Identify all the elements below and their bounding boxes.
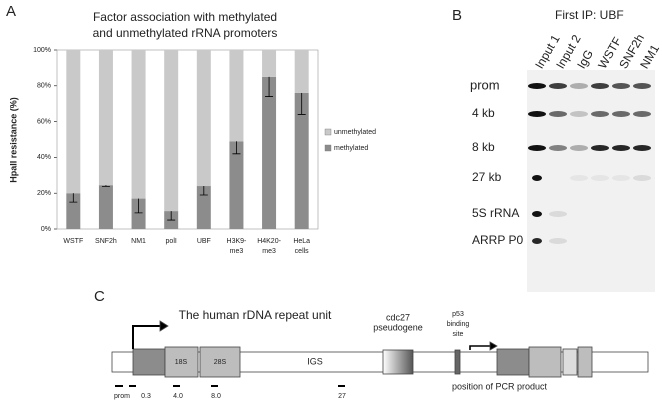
bar-segment <box>131 198 146 229</box>
feature-label: p53 <box>452 311 464 318</box>
blot-band <box>633 111 651 117</box>
rdna-diagram <box>111 320 649 387</box>
blot-band <box>612 111 630 117</box>
blot-background <box>527 70 655 292</box>
bar-segment <box>294 92 309 230</box>
plot-frame <box>56 49 319 230</box>
y-tick-label: 60% <box>37 118 51 125</box>
x-tick-label: polI <box>166 238 177 245</box>
row-label: 5S rRNA <box>472 206 519 220</box>
legend-label: unmethylated <box>334 129 376 136</box>
y-tick-label: 40% <box>37 154 51 161</box>
blot-band <box>633 175 651 181</box>
x-tick-label: SNF2h <box>95 238 117 245</box>
y-tick-label: 20% <box>37 190 51 197</box>
blot-band <box>591 145 609 151</box>
bar-segment <box>196 50 211 187</box>
pcr-label: 8.0 <box>211 393 221 400</box>
y-tick-label: 80% <box>37 83 51 90</box>
bar-segment <box>262 76 277 229</box>
feature-label: pseudogene <box>373 322 423 332</box>
x-tick-label: NM1 <box>131 238 146 245</box>
blot-band <box>612 175 630 181</box>
x-tick-label: UBF <box>197 238 211 245</box>
bar-segment <box>98 50 113 186</box>
blot-band <box>633 83 651 89</box>
legend-label: methylated <box>334 145 368 152</box>
bar-segment <box>164 50 179 212</box>
y-tick-label: 0% <box>41 226 51 233</box>
bar-segment <box>294 50 309 93</box>
y-axis-label: HpaII resistance (%) <box>8 97 18 183</box>
bar-segment <box>196 186 211 229</box>
legend-swatch <box>324 144 332 152</box>
x-tick-label: me3 <box>230 248 244 255</box>
chart-title: Factor association with methylated <box>93 10 277 24</box>
feature-label: binding <box>447 321 470 328</box>
blot-band <box>570 145 588 151</box>
row-label: 8 kb <box>472 140 495 154</box>
bar-segment <box>131 50 146 199</box>
x-tick-label: me3 <box>262 248 276 255</box>
blot-band <box>549 83 567 89</box>
blot-title: First IP: UBF <box>555 8 624 22</box>
bar-segment <box>262 50 277 77</box>
feature-label: site <box>453 331 464 338</box>
blot-band <box>570 83 588 89</box>
pcr-label: 0.3 <box>141 393 151 400</box>
row-label: 4 kb <box>472 106 495 120</box>
blot-band <box>612 83 630 89</box>
blot-band <box>591 83 609 89</box>
x-tick-label: H4K20- <box>257 238 281 245</box>
region-label: 28S <box>214 359 227 366</box>
blot-band <box>549 145 567 151</box>
blot-band <box>532 211 542 217</box>
lane-label: IgG <box>574 47 596 71</box>
x-tick-label: cells <box>295 248 310 255</box>
blot-band <box>570 111 588 117</box>
panel-label: B <box>452 7 462 24</box>
bar-segment <box>66 50 81 194</box>
row-label: ARRP P0 <box>472 233 523 247</box>
blot-band <box>591 111 609 117</box>
chart-title: and unmethylated rRNA promoters <box>93 26 278 40</box>
region-label: IGS <box>307 356 323 366</box>
panel-label: C <box>94 288 105 305</box>
blot-band <box>549 111 567 117</box>
x-tick-label: H3K9- <box>227 238 248 245</box>
panel-label: A <box>6 3 16 20</box>
blot-band <box>532 238 542 244</box>
blot-band <box>633 145 651 151</box>
blot-band <box>528 111 546 117</box>
pcr-label: 27 <box>338 393 346 400</box>
pcr-label: 4.0 <box>173 393 183 400</box>
pcr-label: prom <box>114 393 130 400</box>
x-tick-label: HeLa <box>293 238 310 245</box>
row-label: 27 kb <box>472 170 502 184</box>
blot-band <box>591 175 609 181</box>
legend-swatch <box>324 128 332 136</box>
region-label: 18S <box>175 359 188 366</box>
bar-segment <box>229 141 244 229</box>
pcr-legend: position of PCR product <box>452 381 548 391</box>
blot-band <box>570 175 588 181</box>
y-tick-label: 100% <box>33 47 51 54</box>
bar-segment <box>98 185 113 229</box>
row-label: prom <box>470 77 500 92</box>
blot-band <box>549 211 567 217</box>
blot-band <box>528 145 546 151</box>
blot-band <box>549 238 567 244</box>
blot-band <box>528 83 546 89</box>
feature-label: cdc27 <box>386 312 410 322</box>
blot-band <box>532 175 542 181</box>
blot-band <box>612 145 630 151</box>
bar-segment <box>229 50 244 142</box>
diagram-title: The human rDNA repeat unit <box>179 308 332 322</box>
x-tick-label: WSTF <box>63 238 83 245</box>
